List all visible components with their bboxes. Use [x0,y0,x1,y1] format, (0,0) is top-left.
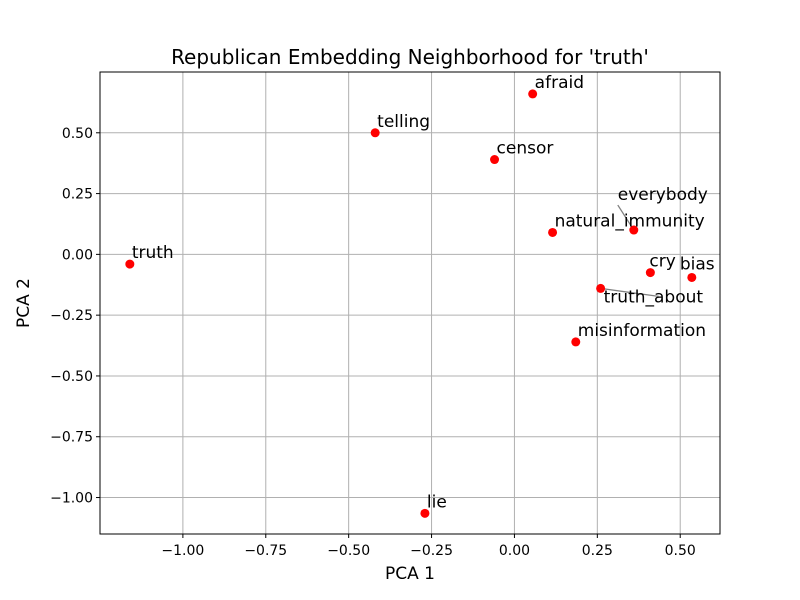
y-tick-label: −0.25 [50,308,93,324]
x-tick-label: 0.25 [582,543,613,559]
point-label-bias: bias [680,254,715,274]
x-tick-label: −1.00 [161,543,204,559]
y-tick-label: 0.25 [62,187,93,203]
y-tick-label: 0.00 [62,247,93,263]
data-point-misinformation [571,337,581,347]
grid [100,72,720,534]
y-tick-label: −1.00 [50,491,93,507]
data-point-afraid [528,89,538,99]
point-label-censor: censor [497,139,554,159]
data-point-everybody [629,225,639,235]
point-label-truth: truth [132,243,174,263]
data-point-cry [645,268,655,278]
x-tick-label: −0.25 [410,543,453,559]
point-label-cry: cry [649,252,675,272]
data-points [125,89,697,518]
point-labels: truth telling afraid censor natural_immunity… [132,73,715,512]
point-label-lie: lie [427,492,447,512]
y-tick-label: −0.75 [50,430,93,446]
label-connectors [600,204,659,298]
x-tick-label: 0.50 [665,543,696,559]
point-label-telling: telling [377,112,430,132]
y-axis-label: PCA 2 [14,278,34,328]
x-tick-label: −0.75 [244,543,287,559]
chart-title: Republican Embedding Neighborhood for 't… [171,45,649,69]
point-label-afraid: afraid [535,73,584,93]
data-point-truth-about [596,283,606,293]
data-point-truth [125,259,135,269]
point-label-everybody: everybody [618,185,708,205]
plot-frame [99,71,721,535]
data-point-natural-immunity [548,227,558,237]
label-connector [600,287,659,298]
point-label-misinformation: misinformation [578,321,706,341]
data-point-lie [420,508,430,518]
axis-ticks: −1.00 −0.75 −0.50 −0.25 0.00 0.25 0.50 0.50 0.25… [50,126,696,559]
x-tick-label: −0.50 [327,543,370,559]
point-label-natural-immunity: natural_immunity [555,211,705,231]
y-tick-label: 0.50 [62,126,93,142]
point-label-truth-about: truth_about [604,287,704,307]
x-tick-label: 0.00 [499,543,530,559]
label-connector [617,204,635,231]
data-point-censor [490,155,500,165]
x-axis-label: PCA 1 [385,564,435,584]
data-point-bias [687,272,697,282]
y-tick-label: −0.50 [50,369,93,385]
data-point-telling [370,128,380,138]
